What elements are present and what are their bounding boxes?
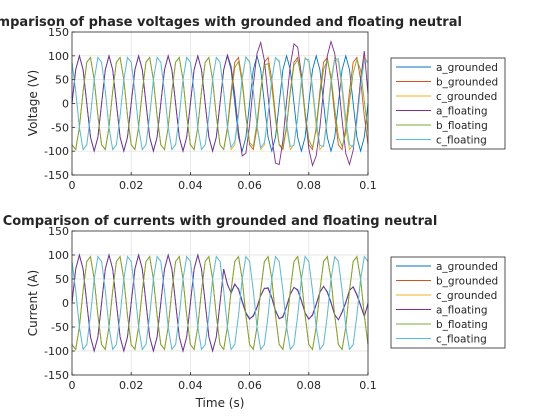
voltage-chart-title: Comparison of phase voltages with ground…	[0, 15, 462, 30]
voltage-y-tick-label: -100	[44, 145, 69, 158]
current-y-axis-label: Current (A)	[26, 270, 40, 336]
voltage-y-tick-label: 150	[48, 26, 69, 39]
voltage-legend-label-c-grounded: c_grounded	[436, 91, 497, 103]
current-legend-label-a-floating: a_floating	[436, 305, 488, 317]
voltage-x-tick-label: 0.02	[119, 179, 144, 192]
current-series-a-floating	[71, 253, 369, 353]
voltage-tick-labels: 0 0.02 0.04 0.06 0.08 0.1 -150 -100 -50 0 50 100 150	[44, 26, 377, 192]
voltage-x-tick-label: 0.08	[297, 179, 322, 192]
voltage-y-tick-label: 100	[48, 50, 69, 63]
voltage-legend: a_grounded b_grounded c_grounded a_floating…	[390, 57, 506, 150]
current-x-tick-label: 0.02	[119, 379, 144, 392]
voltage-y-tick-label: 0	[62, 98, 69, 111]
voltage-legend-label-c-floating: c_floating	[436, 135, 487, 147]
current-y-tick-label: -100	[44, 345, 69, 358]
voltage-legend-box	[390, 57, 506, 150]
current-legend-box	[390, 256, 506, 349]
current-y-tick-label: 50	[55, 273, 69, 286]
voltage-x-tick-label: 0.06	[237, 179, 262, 192]
current-y-tick-label: 100	[48, 249, 69, 262]
current-y-tick-label: 150	[48, 225, 69, 238]
current-x-tick-label: 0.08	[297, 379, 322, 392]
current-x-axis-label: Time (s)	[195, 396, 245, 410]
current-legend-label-c-floating: c_floating	[436, 334, 487, 346]
current-y-tick-label: -50	[51, 321, 69, 334]
current-series-b-floating	[71, 255, 369, 351]
current-legend-label-c-grounded: c_grounded	[436, 290, 497, 302]
current-series-c-floating	[71, 255, 369, 351]
current-chart-title: Comparison of currents with grounded and…	[3, 214, 438, 229]
voltage-x-tick-label: 0	[69, 179, 76, 192]
voltage-series-b-floating	[71, 56, 369, 151]
current-x-tick-label: 0.04	[178, 379, 203, 392]
voltage-legend-label-b-grounded: b_grounded	[436, 77, 498, 89]
current-tick-labels: 0 0.02 0.04 0.06 0.08 0.1 -150 -100 -50 0 50 100 150	[44, 225, 377, 392]
current-subplot: Comparison of currents with grounded and…	[3, 214, 506, 410]
current-legend: a_grounded b_grounded c_grounded a_floating…	[390, 256, 506, 349]
voltage-x-tick-label: 0.1	[359, 179, 377, 192]
voltage-y-tick-label: -50	[51, 121, 69, 134]
current-legend-label-b-floating: b_floating	[436, 319, 488, 331]
voltage-x-tick-label: 0.04	[178, 179, 203, 192]
current-y-tick-label: 0	[62, 297, 69, 310]
voltage-y-tick-label: 50	[55, 74, 69, 87]
voltage-y-tick-label: -150	[44, 169, 69, 182]
current-legend-label-a-grounded: a_grounded	[436, 261, 498, 273]
current-y-tick-label: -150	[44, 369, 69, 382]
voltage-legend-label-a-floating: a_floating	[436, 106, 488, 118]
current-legend-label-b-grounded: b_grounded	[436, 276, 498, 288]
current-x-tick-label: 0.06	[237, 379, 262, 392]
voltage-series-lines	[71, 39, 369, 168]
current-x-tick-label: 0	[69, 379, 76, 392]
current-series-lines	[71, 253, 369, 353]
voltage-subplot: Comparison of phase voltages with ground…	[0, 15, 506, 192]
voltage-legend-label-a-grounded: a_grounded	[436, 62, 498, 74]
voltage-legend-label-b-floating: b_floating	[436, 120, 488, 132]
voltage-series-c-floating	[71, 55, 369, 151]
voltage-y-axis-label: Voltage (V)	[26, 70, 40, 136]
current-x-tick-label: 0.1	[359, 379, 377, 392]
